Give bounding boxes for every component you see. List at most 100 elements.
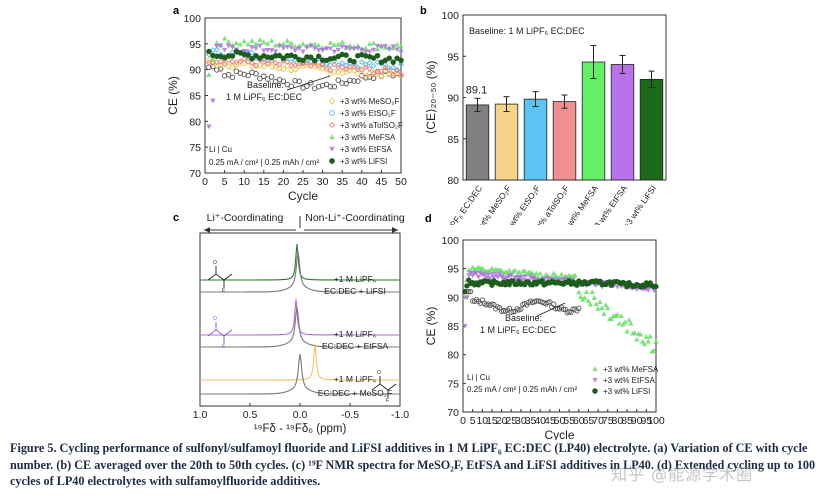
- data-point: [335, 77, 342, 83]
- data-point: [245, 41, 251, 47]
- data-point: [268, 37, 275, 43]
- data-point: [329, 134, 335, 140]
- data-point: [292, 43, 298, 49]
- baseline-header: Baseline: 1 M LiPF₆ EC:DEC: [469, 26, 585, 36]
- data-point: [343, 66, 350, 73]
- data-point: [467, 270, 474, 276]
- data-point: [245, 52, 251, 58]
- data-point: [214, 62, 220, 69]
- data-point: [253, 41, 259, 47]
- data-point: [592, 388, 598, 394]
- data-point: [327, 67, 334, 74]
- data-point: [343, 52, 349, 58]
- data-point: [225, 71, 232, 78]
- data-point: [378, 68, 385, 75]
- data-point: [329, 110, 335, 116]
- y-tick-label: 95: [447, 264, 459, 276]
- data-point: [362, 61, 369, 68]
- y-tick-label: 80: [189, 116, 201, 128]
- data-point: [245, 49, 251, 55]
- data-point: [366, 49, 373, 55]
- data-point: [249, 55, 255, 62]
- data-point: [304, 83, 310, 89]
- data-point: [614, 284, 621, 290]
- data-point: [261, 48, 267, 54]
- data-point: [253, 70, 259, 77]
- data-point: [351, 78, 357, 84]
- data-point: [572, 272, 578, 278]
- legend-entry: +3 wt% EtFSA: [340, 145, 392, 154]
- molecule-atom: F: [386, 398, 389, 404]
- x-tick-label: 10: [476, 415, 488, 427]
- data-point: [378, 45, 385, 50]
- data-point: [508, 272, 514, 278]
- data-point: [608, 315, 615, 321]
- data-point: [398, 61, 404, 68]
- y-tick-label: 85: [447, 134, 459, 146]
- x-tick-label: 15: [258, 176, 270, 188]
- bar: [494, 103, 519, 181]
- data-point: [319, 60, 326, 67]
- data-point: [593, 301, 599, 307]
- data-point: [522, 268, 528, 274]
- data-point: [304, 45, 310, 51]
- data-point: [398, 57, 404, 64]
- x-tick-label: 85: [621, 415, 633, 427]
- data-point: [300, 41, 306, 47]
- data-point: [253, 46, 259, 52]
- data-point: [366, 65, 373, 72]
- data-point: [276, 52, 283, 59]
- data-point: [479, 265, 486, 271]
- y-tick-label: 70: [447, 407, 459, 419]
- data-point: [550, 270, 557, 276]
- data-point: [280, 66, 287, 72]
- data-point: [229, 44, 236, 50]
- data-point: [624, 328, 630, 334]
- data-point: [205, 59, 212, 66]
- data-point: [327, 39, 334, 45]
- data-point: [343, 62, 350, 69]
- y-tick-label: 85: [447, 321, 459, 333]
- data-point: [296, 78, 302, 85]
- nmr-spectrum: [200, 306, 400, 348]
- data-point: [620, 321, 626, 327]
- data-point: [225, 63, 232, 70]
- data-point: [339, 70, 345, 76]
- data-point: [645, 338, 652, 344]
- data-point: [257, 36, 263, 42]
- data-point: [225, 43, 232, 49]
- data-point: [489, 282, 495, 288]
- baseline-label: 1 M LiPF₆ EC:DEC: [226, 92, 303, 102]
- data-point: [394, 67, 401, 74]
- data-point: [221, 35, 228, 41]
- data-point: [589, 289, 596, 294]
- data-point: [329, 158, 335, 164]
- data-point: [331, 42, 338, 48]
- data-point: [394, 41, 400, 47]
- panel-b-chart: b 80 85 90 95 100 ⟨CE⟩₂₀₋₅₀ (%) Baseline: 1 M …: [420, 5, 667, 225]
- data-point: [632, 330, 638, 335]
- data-point: [592, 377, 598, 383]
- molecule-bond: [207, 266, 233, 288]
- x-tick-label: 5: [470, 415, 476, 427]
- legend-entry: +3 wt% LiFSI: [340, 157, 387, 166]
- watermark: 知乎 @能源学术圈: [611, 465, 754, 484]
- data-point: [264, 47, 271, 53]
- x-tick-label: 100: [647, 415, 665, 427]
- data-point: [518, 274, 524, 280]
- data-point: [331, 61, 338, 68]
- data-point: [398, 71, 404, 78]
- data-point: [651, 348, 657, 353]
- data-point: [386, 47, 392, 53]
- data-point: [520, 278, 526, 284]
- spectrum-label: EC:DEC + MeSO₂F: [318, 388, 392, 398]
- data-point: [533, 298, 539, 304]
- data-point: [261, 39, 267, 45]
- data-point: [249, 37, 255, 43]
- data-point: [485, 272, 491, 278]
- data-point: [394, 47, 400, 53]
- molecule-atom: F: [222, 288, 225, 294]
- data-point: [284, 44, 291, 50]
- data-point: [491, 275, 497, 281]
- x-tick-label: -1.0: [391, 409, 409, 421]
